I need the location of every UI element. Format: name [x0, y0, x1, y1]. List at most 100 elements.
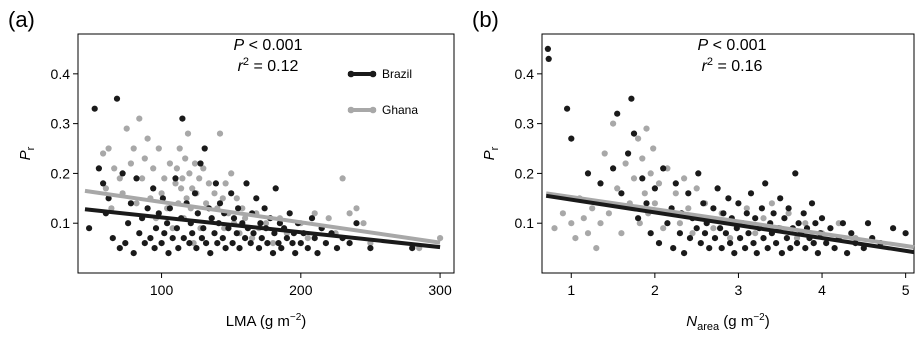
- data-point-brazil: [597, 180, 604, 187]
- data-point-brazil: [276, 220, 283, 227]
- data-point-ghana: [681, 175, 688, 182]
- data-point-brazil: [762, 180, 769, 187]
- data-point-brazil: [681, 250, 688, 257]
- data-point-brazil: [544, 45, 552, 53]
- data-point-ghana: [139, 175, 146, 182]
- data-point-brazil: [630, 130, 638, 137]
- data-point-brazil: [222, 245, 229, 252]
- legend-label-brazil: Brazil: [382, 67, 412, 81]
- data-point-ghana: [304, 235, 311, 242]
- data-point-ghana: [618, 230, 625, 237]
- data-point-brazil: [787, 245, 794, 252]
- data-point-ghana: [242, 215, 249, 222]
- data-point-brazil: [314, 250, 321, 257]
- data-point-ghana: [166, 160, 173, 167]
- data-point-ghana: [183, 195, 190, 202]
- data-point-brazil: [151, 245, 158, 252]
- data-point-brazil: [86, 225, 93, 232]
- data-point-ghana: [186, 170, 193, 177]
- data-point-ghana: [262, 220, 270, 227]
- data-point-ghana: [136, 115, 143, 122]
- data-point-brazil: [643, 200, 650, 207]
- data-point-ghana: [580, 215, 587, 222]
- data-point-brazil: [778, 250, 786, 257]
- data-point-ghana: [346, 210, 353, 217]
- data-point-brazil: [717, 225, 724, 232]
- data-point-ghana: [205, 180, 212, 187]
- data-point-ghana: [100, 150, 107, 157]
- panel-b: (b) 0.1 0.2 0.3 0.4 1 2 3 4 5 Pr Narea (g m−2) P < 0…: [472, 7, 915, 333]
- data-point-ghana: [141, 155, 148, 162]
- x-tick-label: 3: [735, 282, 743, 298]
- data-point-ghana: [622, 160, 629, 167]
- data-point-ghana: [116, 175, 123, 182]
- data-point-brazil: [208, 215, 215, 222]
- data-point-brazil: [802, 245, 809, 252]
- data-point-brazil: [890, 225, 897, 232]
- data-point-brazil: [304, 245, 311, 252]
- data-point-brazil: [125, 220, 132, 227]
- data-point-brazil: [660, 165, 667, 172]
- data-point-brazil: [180, 235, 187, 242]
- y-tick-label: 0.3: [51, 116, 71, 132]
- x-tick-label: 200: [289, 282, 313, 298]
- data-point-ghana: [601, 150, 608, 157]
- data-point-brazil: [200, 225, 207, 232]
- data-point-brazil: [203, 240, 210, 247]
- x-axis-title: Narea (g m−2): [686, 312, 769, 333]
- data-point-ghana: [785, 210, 792, 217]
- data-point-brazil: [651, 185, 659, 192]
- data-point-brazil: [119, 170, 126, 177]
- data-point-brazil: [211, 230, 218, 237]
- data-point-brazil: [197, 160, 204, 167]
- data-point-brazil: [753, 250, 760, 257]
- data-point-ghana: [189, 185, 196, 192]
- data-point-brazil: [228, 190, 235, 197]
- data-point-brazil: [706, 245, 713, 252]
- data-point-ghana: [249, 235, 256, 242]
- data-point-brazil: [198, 235, 205, 242]
- data-point-ghana: [614, 185, 621, 192]
- data-point-brazil: [122, 240, 129, 247]
- data-point-brazil: [695, 170, 702, 177]
- data-point-brazil: [173, 225, 180, 232]
- data-point-brazil: [737, 235, 744, 242]
- data-point-brazil: [283, 235, 290, 242]
- legend-marker-ghana: [347, 106, 355, 114]
- data-point-ghana: [269, 240, 277, 247]
- data-point-brazil: [269, 250, 277, 257]
- data-point-brazil: [781, 215, 788, 222]
- data-point-ghana: [222, 180, 229, 187]
- data-point-brazil: [745, 230, 752, 237]
- data-point-ghana: [203, 200, 210, 207]
- data-point-brazil: [258, 235, 265, 242]
- data-point-brazil: [250, 230, 257, 237]
- data-point-ghana: [339, 175, 346, 182]
- data-point-brazil: [152, 225, 160, 232]
- data-point-brazil: [902, 230, 909, 237]
- data-point-brazil: [823, 240, 830, 247]
- data-point-brazil: [714, 185, 721, 192]
- data-point-brazil: [792, 170, 799, 177]
- data-point-brazil: [236, 245, 243, 252]
- data-point-ghana: [672, 190, 679, 197]
- data-point-brazil: [169, 235, 176, 242]
- data-point-brazil: [161, 230, 168, 237]
- data-point-brazil: [264, 240, 271, 247]
- data-point-brazil: [113, 95, 121, 102]
- data-point-ghana: [211, 190, 218, 197]
- y-tick-label: 0.4: [51, 66, 71, 82]
- data-point-brazil: [670, 245, 677, 252]
- data-point-brazil: [275, 240, 282, 247]
- data-point-ghana: [568, 220, 575, 227]
- x-tick-label: 4: [818, 282, 826, 298]
- data-point-ghana: [676, 220, 684, 227]
- data-point-brazil: [758, 205, 766, 212]
- data-point-ghana: [144, 135, 151, 142]
- data-point-ghana: [589, 205, 596, 212]
- data-point-ghana: [641, 190, 648, 197]
- y-tick-label: 0.1: [515, 215, 535, 231]
- y-tick-label: 0.2: [51, 165, 71, 181]
- data-point-brazil: [727, 240, 734, 247]
- data-point-brazil: [147, 235, 154, 242]
